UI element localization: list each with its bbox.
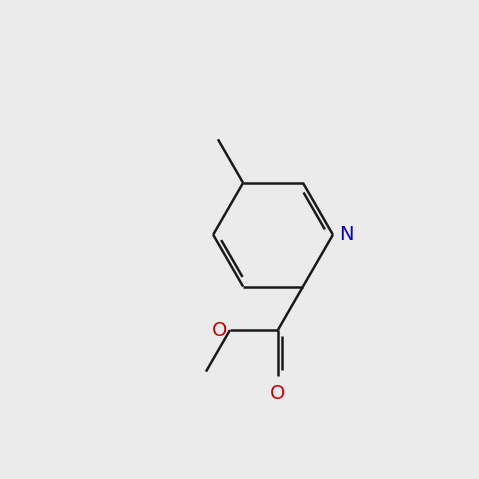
Text: O: O: [270, 384, 285, 403]
Text: O: O: [212, 320, 228, 340]
Text: N: N: [339, 225, 354, 244]
